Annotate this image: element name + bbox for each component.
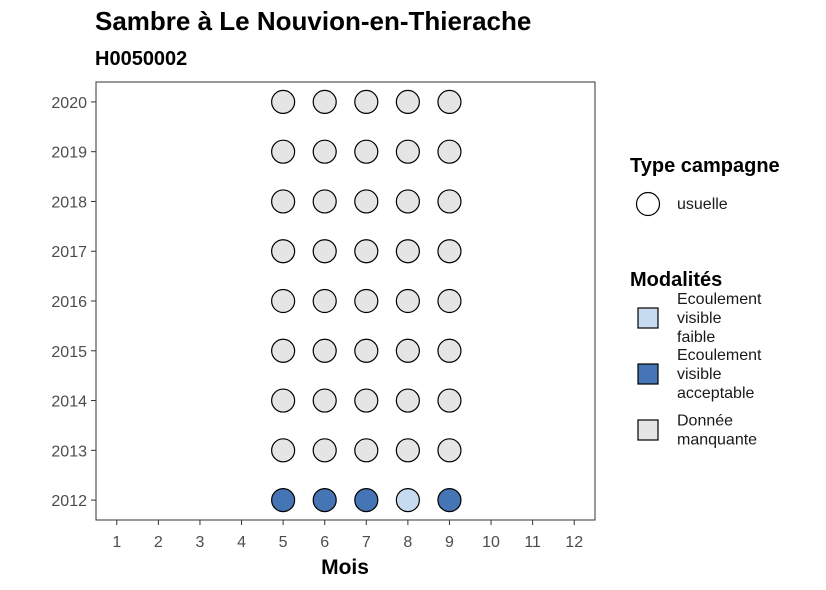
y-tick-label: 2016 <box>51 294 87 311</box>
x-tick-label: 6 <box>320 534 329 551</box>
y-tick-label: 2012 <box>51 493 87 510</box>
legend-label: Ecoulement <box>677 347 762 364</box>
y-tick-label: 2015 <box>51 344 87 361</box>
legend-key-manquante <box>637 419 659 441</box>
point-2017-5-manquante <box>271 239 296 264</box>
point-2018-8-manquante <box>395 189 420 214</box>
y-tick-label: 2013 <box>51 443 87 460</box>
point-2018-9-manquante <box>437 189 462 214</box>
x-axis: 1 2 3 4 5 6 7 8 9 10 11 12 <box>112 520 583 551</box>
point-2015-8-manquante <box>395 338 420 363</box>
chart-title: Sambre à Le Nouvion-en-Thierache <box>95 6 531 36</box>
x-tick-label: 10 <box>482 534 500 551</box>
y-tick-label: 2017 <box>51 244 87 261</box>
point-2020-5-manquante <box>271 89 296 115</box>
point-2015-7-manquante <box>354 338 379 363</box>
point-2019-5-manquante <box>271 139 296 164</box>
y-tick-label: 2014 <box>51 394 87 411</box>
legend-key-usuelle <box>635 191 661 217</box>
legend-label: Ecoulement <box>677 291 762 308</box>
point-2020-6-manquante <box>312 89 337 115</box>
point-2012-7-acceptable <box>354 487 379 513</box>
x-axis-title: Mois <box>321 556 369 579</box>
x-tick-label: 3 <box>196 534 205 551</box>
point-2017-9-manquante <box>437 239 462 264</box>
data-points <box>271 89 462 513</box>
point-2015-6-manquante <box>312 338 337 363</box>
point-2012-6-acceptable <box>312 487 337 513</box>
point-2014-8-manquante <box>395 388 420 413</box>
point-2019-7-manquante <box>354 139 379 164</box>
legend-label: acceptable <box>677 385 754 402</box>
point-2012-8-faible <box>395 487 420 513</box>
x-tick-label: 4 <box>237 534 246 551</box>
point-2018-7-manquante <box>354 189 379 214</box>
point-2012-5-acceptable <box>271 487 296 513</box>
point-2017-7-manquante <box>354 239 379 264</box>
point-2012-9-acceptable <box>437 487 462 513</box>
legend: Type campagneusuelleModalitésEcoulementv… <box>630 155 780 449</box>
point-2020-8-manquante <box>395 89 420 115</box>
x-tick-label: 7 <box>362 534 371 551</box>
x-tick-label: 5 <box>279 534 288 551</box>
point-2013-8-manquante <box>395 438 420 463</box>
point-2013-9-manquante <box>437 438 462 463</box>
point-2019-8-manquante <box>395 139 420 164</box>
x-tick-label: 11 <box>524 534 541 551</box>
legend-key-faible <box>637 307 659 329</box>
point-2014-9-manquante <box>437 388 462 413</box>
point-2019-9-manquante <box>437 139 462 164</box>
point-2018-5-manquante <box>271 189 296 214</box>
legend-title: Modalités <box>630 269 722 291</box>
x-tick-label: 12 <box>565 534 583 551</box>
x-tick-label: 9 <box>445 534 454 551</box>
point-2013-7-manquante <box>354 438 379 463</box>
point-2017-6-manquante <box>312 239 337 264</box>
point-2016-9-manquante <box>437 288 462 314</box>
legend-title: Type campagne <box>630 155 780 177</box>
point-2013-6-manquante <box>312 438 337 463</box>
point-2013-5-manquante <box>271 438 296 463</box>
legend-label: usuelle <box>677 196 728 213</box>
point-2015-5-manquante <box>271 338 296 363</box>
y-tick-label: 2018 <box>51 194 87 211</box>
chart-subtitle: H0050002 <box>95 48 187 70</box>
legend-label: Donnée <box>677 413 733 430</box>
point-2016-6-manquante <box>312 288 337 314</box>
point-2016-5-manquante <box>271 288 296 314</box>
point-2015-9-manquante <box>437 338 462 363</box>
y-tick-label: 2019 <box>51 145 87 162</box>
point-2017-8-manquante <box>395 239 420 264</box>
legend-label: visible <box>677 366 722 383</box>
point-2016-7-manquante <box>354 288 379 314</box>
legend-key-acceptable <box>637 363 659 385</box>
legend-label: visible <box>677 310 722 327</box>
legend-label: manquante <box>677 432 757 449</box>
point-2016-8-manquante <box>395 288 420 314</box>
point-2018-6-manquante <box>312 189 337 214</box>
y-tick-label: 2020 <box>51 95 87 112</box>
x-tick-label: 8 <box>403 534 412 551</box>
plot-panel <box>95 81 596 521</box>
point-2014-6-manquante <box>312 388 337 413</box>
y-axis: 2012 2013 2014 2015 2016 2017 2018 2019 2020 <box>51 95 96 510</box>
point-2014-7-manquante <box>354 388 379 413</box>
point-2020-7-manquante <box>354 89 379 115</box>
x-tick-label: 1 <box>112 534 121 551</box>
x-tick-label: 2 <box>154 534 163 551</box>
point-2019-6-manquante <box>312 139 337 164</box>
legend-label: faible <box>677 329 715 346</box>
point-2020-9-manquante <box>437 89 462 115</box>
point-2014-5-manquante <box>271 388 296 413</box>
